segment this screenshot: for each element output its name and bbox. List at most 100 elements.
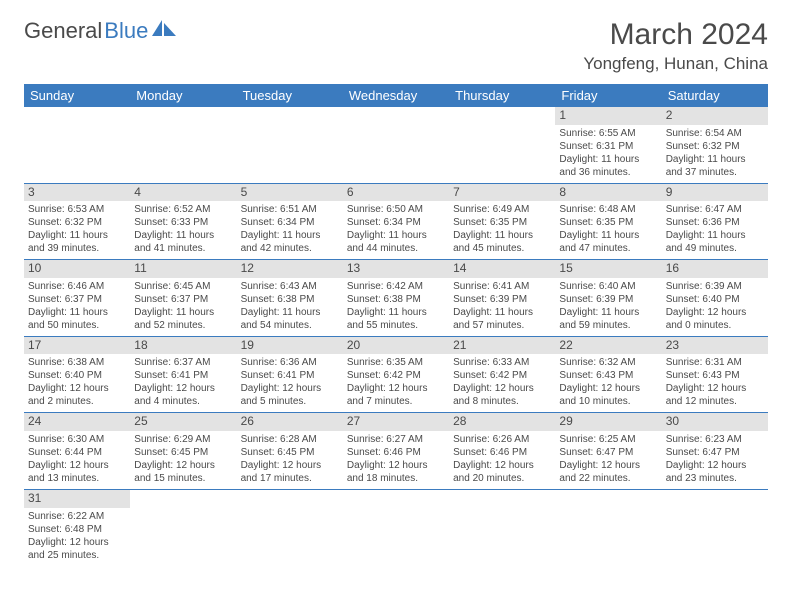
daylight-line1: Daylight: 12 hours xyxy=(28,536,126,549)
daylight-line2: and 52 minutes. xyxy=(134,319,232,332)
day-number: 1 xyxy=(555,107,661,125)
sunrise-line: Sunrise: 6:23 AM xyxy=(666,433,764,446)
daylight-line2: and 49 minutes. xyxy=(666,242,764,255)
daylight-line2: and 5 minutes. xyxy=(241,395,339,408)
daylight-line2: and 23 minutes. xyxy=(666,472,764,485)
calendar-row: 3Sunrise: 6:53 AMSunset: 6:32 PMDaylight… xyxy=(24,183,768,260)
day-number: 3 xyxy=(24,184,130,202)
daylight-line1: Daylight: 12 hours xyxy=(134,382,232,395)
month-title: March 2024 xyxy=(583,18,768,52)
day-number: 6 xyxy=(343,184,449,202)
sunrise-line: Sunrise: 6:36 AM xyxy=(241,356,339,369)
daylight-line1: Daylight: 11 hours xyxy=(666,229,764,242)
calendar-cell xyxy=(237,107,343,183)
calendar-cell: 7Sunrise: 6:49 AMSunset: 6:35 PMDaylight… xyxy=(449,183,555,260)
sunset-line: Sunset: 6:48 PM xyxy=(28,523,126,536)
dayhead-fri: Friday xyxy=(555,84,661,107)
daylight-line1: Daylight: 11 hours xyxy=(453,229,551,242)
day-number: 30 xyxy=(662,413,768,431)
sunset-line: Sunset: 6:38 PM xyxy=(347,293,445,306)
calendar-cell xyxy=(449,489,555,565)
daylight-line2: and 57 minutes. xyxy=(453,319,551,332)
day-number: 9 xyxy=(662,184,768,202)
day-number: 17 xyxy=(24,337,130,355)
daylight-line1: Daylight: 11 hours xyxy=(666,153,764,166)
sunset-line: Sunset: 6:39 PM xyxy=(453,293,551,306)
sunset-line: Sunset: 6:41 PM xyxy=(134,369,232,382)
daylight-line2: and 37 minutes. xyxy=(666,166,764,179)
sunrise-line: Sunrise: 6:27 AM xyxy=(347,433,445,446)
calendar-cell: 11Sunrise: 6:45 AMSunset: 6:37 PMDayligh… xyxy=(130,260,236,337)
daylight-line2: and 15 minutes. xyxy=(134,472,232,485)
sunset-line: Sunset: 6:36 PM xyxy=(666,216,764,229)
sunrise-line: Sunrise: 6:37 AM xyxy=(134,356,232,369)
location: Yongfeng, Hunan, China xyxy=(583,54,768,74)
daylight-line1: Daylight: 11 hours xyxy=(559,229,657,242)
daylight-line2: and 47 minutes. xyxy=(559,242,657,255)
sunset-line: Sunset: 6:34 PM xyxy=(347,216,445,229)
daylight-line2: and 17 minutes. xyxy=(241,472,339,485)
daylight-line1: Daylight: 12 hours xyxy=(347,382,445,395)
day-number: 10 xyxy=(24,260,130,278)
sunset-line: Sunset: 6:43 PM xyxy=(559,369,657,382)
sunset-line: Sunset: 6:31 PM xyxy=(559,140,657,153)
calendar-row: 10 Sunrise: 6:46 AMSunset: 6:37 PM Dayligh… xyxy=(24,260,768,337)
day-number: 31 xyxy=(24,490,130,508)
sunrise-line: Sunrise: 6:48 AM xyxy=(559,203,657,216)
calendar-cell: 14Sunrise: 6:41 AMSunset: 6:39 PMDayligh… xyxy=(449,260,555,337)
calendar-cell: 18Sunrise: 6:37 AMSunset: 6:41 PMDayligh… xyxy=(130,336,236,413)
sunrise-line: Sunrise: 6:51 AM xyxy=(241,203,339,216)
daylight-line1: Daylight: 12 hours xyxy=(453,459,551,472)
calendar-row: 31Sunrise: 6:22 AMSunset: 6:48 PMDayligh… xyxy=(24,489,768,565)
sunset-line: Sunset: 6:32 PM xyxy=(666,140,764,153)
calendar-cell: 29Sunrise: 6:25 AMSunset: 6:47 PMDayligh… xyxy=(555,413,661,490)
sunset-line: Sunset: 6:46 PM xyxy=(453,446,551,459)
sunset-line: Sunset: 6:41 PM xyxy=(241,369,339,382)
day-number: 25 xyxy=(130,413,236,431)
daylight-line2: and 39 minutes. xyxy=(28,242,126,255)
sunrise-line: Sunrise: 6:55 AM xyxy=(559,127,657,140)
calendar-cell xyxy=(555,489,661,565)
calendar-cell xyxy=(343,107,449,183)
sunrise-line: Sunrise: 6:38 AM xyxy=(28,356,126,369)
calendar-cell: 27Sunrise: 6:27 AMSunset: 6:46 PMDayligh… xyxy=(343,413,449,490)
day-number: 27 xyxy=(343,413,449,431)
calendar-cell xyxy=(24,107,130,183)
daylight-line2: and 2 minutes. xyxy=(28,395,126,408)
day-number: 5 xyxy=(237,184,343,202)
daylight-line2: and 50 minutes. xyxy=(28,319,126,332)
sunset-line: Sunset: 6:32 PM xyxy=(28,216,126,229)
sunrise-line: Sunrise: 6:46 AM xyxy=(28,280,126,293)
sunset-line: Sunset: 6:35 PM xyxy=(559,216,657,229)
sunset-line: Sunset: 6:40 PM xyxy=(28,369,126,382)
daylight-line1: Daylight: 11 hours xyxy=(28,229,126,242)
daylight-line2: and 54 minutes. xyxy=(241,319,339,332)
sunset-line: Sunset: 6:37 PM xyxy=(28,293,126,306)
day-number: 24 xyxy=(24,413,130,431)
daylight-line2: and 36 minutes. xyxy=(559,166,657,179)
daylight-line1: Daylight: 12 hours xyxy=(666,306,764,319)
sunrise-line: Sunrise: 6:42 AM xyxy=(347,280,445,293)
sunset-line: Sunset: 6:34 PM xyxy=(241,216,339,229)
sunset-line: Sunset: 6:42 PM xyxy=(347,369,445,382)
daylight-line1: Daylight: 12 hours xyxy=(453,382,551,395)
day-number: 18 xyxy=(130,337,236,355)
daylight-line2: and 42 minutes. xyxy=(241,242,339,255)
calendar-cell xyxy=(662,489,768,565)
calendar-cell: 26Sunrise: 6:28 AMSunset: 6:45 PMDayligh… xyxy=(237,413,343,490)
daylight-line1: Daylight: 12 hours xyxy=(241,382,339,395)
day-number: 13 xyxy=(343,260,449,278)
sunrise-line: Sunrise: 6:29 AM xyxy=(134,433,232,446)
sunset-line: Sunset: 6:45 PM xyxy=(134,446,232,459)
day-header-row: Sunday Monday Tuesday Wednesday Thursday… xyxy=(24,84,768,107)
sunrise-line: Sunrise: 6:49 AM xyxy=(453,203,551,216)
daylight-line1: Daylight: 11 hours xyxy=(453,306,551,319)
calendar-row: 24Sunrise: 6:30 AMSunset: 6:44 PMDayligh… xyxy=(24,413,768,490)
sunrise-line: Sunrise: 6:45 AM xyxy=(134,280,232,293)
calendar-cell: 16Sunrise: 6:39 AMSunset: 6:40 PMDayligh… xyxy=(662,260,768,337)
daylight-line2: and 59 minutes. xyxy=(559,319,657,332)
calendar-table: Sunday Monday Tuesday Wednesday Thursday… xyxy=(24,84,768,566)
calendar-cell: 3Sunrise: 6:53 AMSunset: 6:32 PMDaylight… xyxy=(24,183,130,260)
daylight-line1: Daylight: 12 hours xyxy=(559,382,657,395)
calendar-cell: 24Sunrise: 6:30 AMSunset: 6:44 PMDayligh… xyxy=(24,413,130,490)
